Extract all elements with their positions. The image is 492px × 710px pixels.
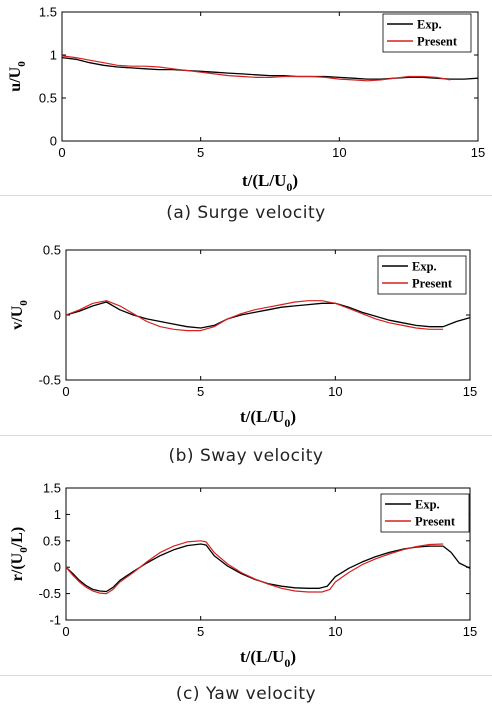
y-tick-label: 1.5	[39, 5, 57, 20]
legend-label: Present	[417, 35, 458, 49]
x-tick-label: 0	[62, 384, 69, 399]
x-tick-label: 10	[332, 145, 346, 160]
x-axis-label: t/(L/U0)	[240, 407, 296, 430]
x-axis-label: t/(L/U0)	[240, 647, 296, 670]
x-tick-label: 10	[328, 624, 342, 639]
yaw-velocity-chart: 0 5 10 15 -1 -0.5 0 0.5 1 1.5 Exp. Present t/(L/U0) r…	[9, 481, 477, 671]
x-tick-label: 0	[58, 145, 65, 160]
sway-velocity-panel: 0 5 10 15 -0.5 0 0.5 Exp. Present t/(L/U0) v/U0	[0, 240, 492, 440]
legend-box	[382, 13, 472, 53]
surge-velocity-chart: 0 5 10 15 0 0.5 1 1.5 Exp. Present t/(L/U0) u/U0	[7, 5, 485, 195]
legend-box	[377, 255, 467, 295]
present-series-line	[65, 540, 444, 595]
y-axis-label: u/U0	[7, 61, 28, 92]
x-tick-label: 5	[197, 624, 204, 639]
legend-label: Exp.	[417, 18, 442, 32]
x-tick-label: 5	[197, 145, 204, 160]
y-tick-label: -0.5	[39, 586, 61, 601]
legend-label: Exp.	[412, 260, 437, 274]
y-tick-label: -1	[49, 613, 61, 628]
y-tick-label: 0.5	[43, 243, 61, 258]
y-tick-label: 0	[50, 134, 57, 149]
x-tick-label: 0	[62, 624, 69, 639]
x-tick-label: 15	[463, 384, 477, 399]
legend-label: Present	[412, 277, 453, 291]
y-tick-label: 0.5	[39, 91, 57, 106]
surge-velocity-caption: (a) Surge velocity	[166, 203, 326, 223]
x-axis-label: t/(L/U0)	[242, 171, 298, 194]
separator	[0, 675, 492, 676]
x-tick-label: 5	[197, 384, 204, 399]
yaw-velocity-panel: 0 5 10 15 -1 -0.5 0 0.5 1 1.5 Exp. Present t/(L/U0) r…	[0, 480, 492, 680]
exp-series-line	[65, 301, 471, 329]
y-axis-label: r/(U0/L)	[9, 527, 30, 581]
legend-label: Exp.	[415, 498, 440, 512]
present-series-line	[65, 300, 444, 332]
legend-label: Present	[415, 515, 456, 529]
surge-velocity-panel: 0 5 10 15 0 0.5 1 1.5 Exp. Present t/(L/U0) u/U0	[0, 0, 492, 232]
y-tick-label: 1	[50, 48, 57, 63]
y-tick-label: 0.5	[43, 533, 61, 548]
x-tick-label: 15	[463, 624, 477, 639]
separator	[0, 435, 492, 436]
y-tick-label: 1	[54, 507, 61, 522]
sway-velocity-caption: (b) Sway velocity	[168, 446, 324, 466]
exp-series-line	[61, 56, 479, 80]
exp-series-line	[65, 543, 471, 593]
y-tick-label: -0.5	[39, 373, 61, 388]
y-axis-label: v/U0	[9, 300, 30, 330]
legend-box	[380, 493, 470, 533]
y-tick-label: 0	[54, 308, 61, 323]
x-tick-label: 15	[471, 145, 485, 160]
separator	[0, 195, 492, 196]
present-series-line	[61, 55, 451, 82]
yaw-velocity-caption: (c) Yaw velocity	[175, 684, 317, 704]
plot-frame	[65, 487, 471, 621]
y-tick-label: 1.5	[43, 481, 61, 496]
y-tick-label: 0	[54, 560, 61, 575]
x-tick-label: 10	[328, 384, 342, 399]
plot-frame	[61, 11, 479, 142]
